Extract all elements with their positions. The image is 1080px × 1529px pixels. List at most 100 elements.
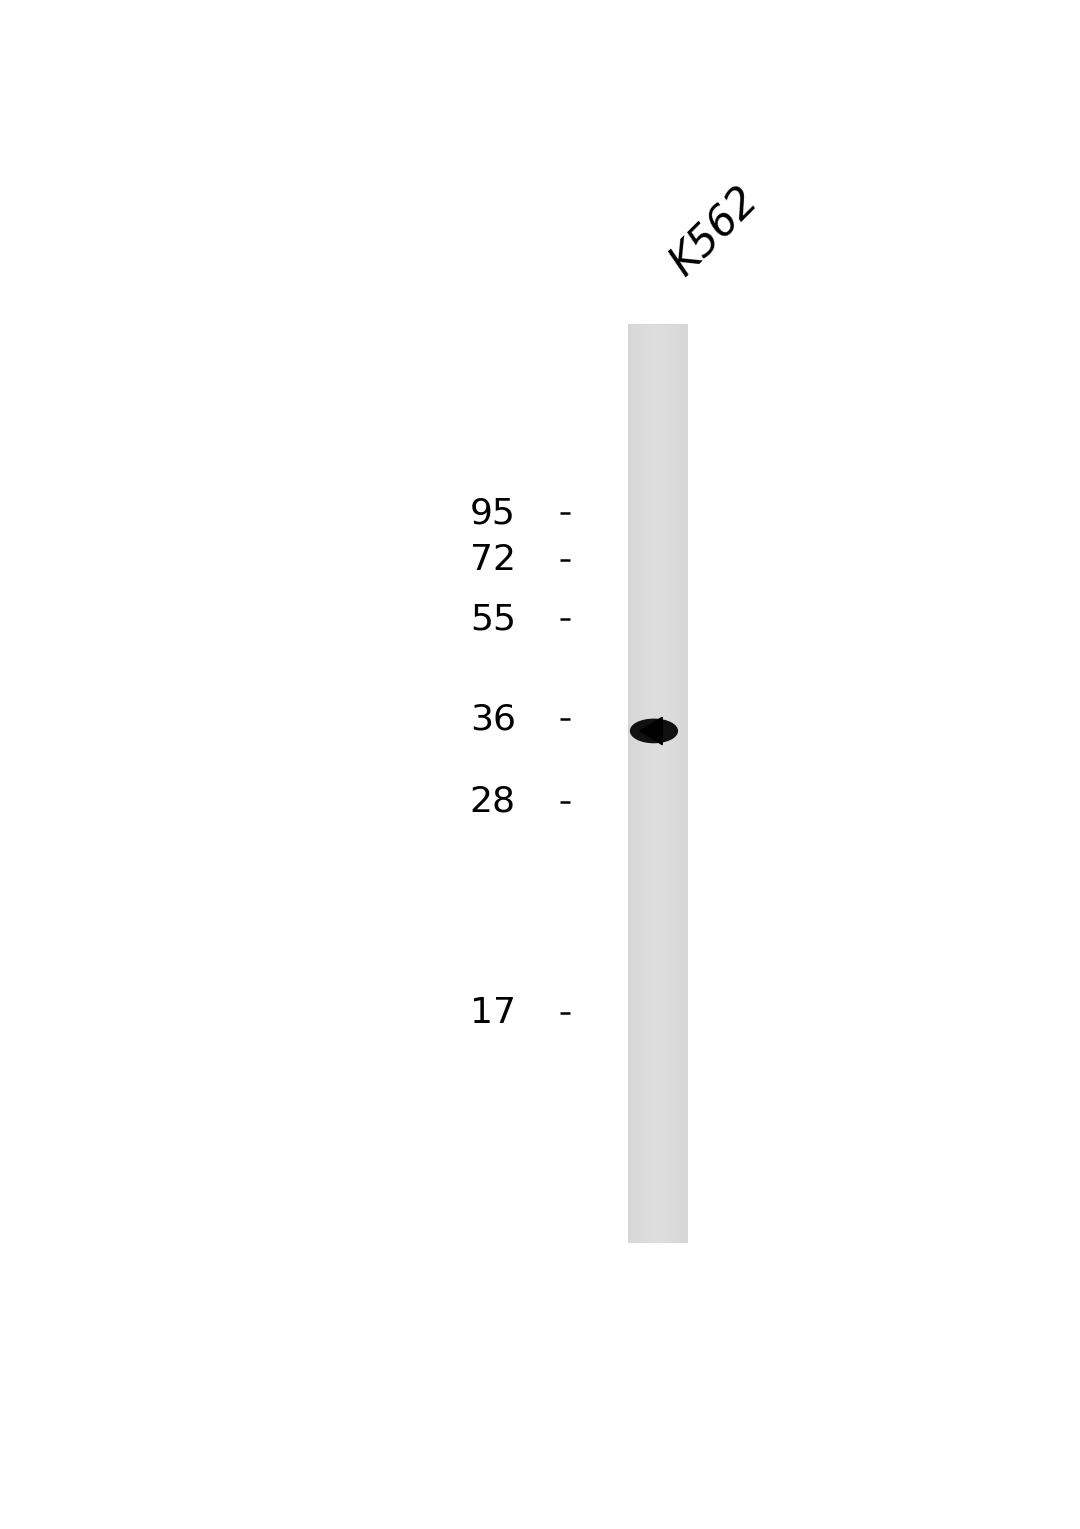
Bar [627, 443, 688, 446]
Bar [627, 927, 688, 931]
Bar [627, 1024, 688, 1029]
Bar [627, 979, 688, 983]
Bar [627, 633, 688, 638]
Bar [627, 1027, 688, 1032]
Bar [627, 905, 688, 910]
Bar [627, 847, 688, 852]
Bar [627, 1209, 688, 1212]
Bar [627, 872, 688, 876]
Bar [627, 590, 688, 595]
Bar [627, 1154, 688, 1157]
Bar [627, 1000, 688, 1005]
Bar [627, 489, 688, 494]
Bar [627, 339, 688, 342]
Bar [627, 529, 688, 534]
Bar [627, 404, 688, 407]
Bar [627, 844, 688, 849]
Bar [627, 477, 688, 482]
Bar [627, 544, 688, 549]
Bar [674, 324, 675, 1243]
Bar [627, 1234, 688, 1237]
Bar [627, 599, 688, 604]
Bar [627, 743, 688, 748]
Bar [686, 324, 687, 1243]
Bar [685, 324, 686, 1243]
Bar [627, 807, 688, 812]
Bar [629, 324, 630, 1243]
Bar [627, 1043, 688, 1047]
Bar [627, 508, 688, 512]
Bar [640, 324, 642, 1243]
Bar [662, 324, 663, 1243]
Bar [627, 327, 688, 330]
Bar [627, 401, 688, 404]
Bar [627, 541, 688, 546]
Bar [683, 324, 684, 1243]
Bar [627, 731, 688, 735]
Bar [675, 324, 676, 1243]
Bar [627, 887, 688, 891]
Bar [636, 324, 637, 1243]
Bar [676, 324, 677, 1243]
Bar [635, 324, 636, 1243]
Bar [627, 728, 688, 732]
Text: K562: K562 [662, 179, 767, 283]
Bar [627, 618, 688, 622]
Bar [627, 645, 688, 650]
Bar [627, 722, 688, 726]
Bar [627, 456, 688, 459]
Bar [627, 661, 688, 665]
Bar [627, 422, 688, 425]
Bar [627, 679, 688, 683]
Bar [627, 1084, 688, 1087]
Bar [627, 1118, 688, 1121]
Bar [627, 602, 688, 607]
Bar [684, 324, 685, 1243]
Bar [627, 1087, 688, 1090]
Bar [627, 1096, 688, 1099]
Bar [627, 492, 688, 497]
Bar [627, 434, 688, 437]
Bar [627, 1225, 688, 1228]
Bar [627, 786, 688, 790]
Bar [627, 394, 688, 398]
Bar [627, 792, 688, 797]
Bar [627, 1222, 688, 1225]
Bar [627, 1012, 688, 1017]
Bar [627, 532, 688, 537]
Bar [627, 985, 688, 989]
Bar [627, 1167, 688, 1170]
Bar [651, 324, 652, 1243]
Bar [680, 324, 681, 1243]
Bar [637, 324, 638, 1243]
Bar [627, 795, 688, 800]
Bar [627, 951, 688, 956]
Bar [627, 1009, 688, 1014]
Bar [627, 945, 688, 950]
Bar [627, 826, 688, 830]
Bar [632, 324, 633, 1243]
Bar [627, 1112, 688, 1115]
Bar [627, 856, 688, 861]
Bar [627, 1188, 688, 1191]
Bar [647, 324, 648, 1243]
Bar [627, 706, 688, 711]
Bar [627, 453, 688, 456]
Bar [627, 596, 688, 601]
Bar [627, 884, 688, 888]
Bar [627, 609, 688, 613]
Bar [627, 639, 688, 644]
Bar [627, 1015, 688, 1020]
Bar [627, 991, 688, 995]
Bar [627, 465, 688, 468]
Bar [627, 664, 688, 668]
Bar [627, 367, 688, 370]
Bar [627, 364, 688, 367]
Bar [627, 1237, 688, 1240]
Bar [627, 908, 688, 913]
Bar [627, 1157, 688, 1161]
Bar [638, 324, 639, 1243]
Bar [627, 1231, 688, 1234]
Bar [627, 584, 688, 589]
Bar [627, 734, 688, 739]
